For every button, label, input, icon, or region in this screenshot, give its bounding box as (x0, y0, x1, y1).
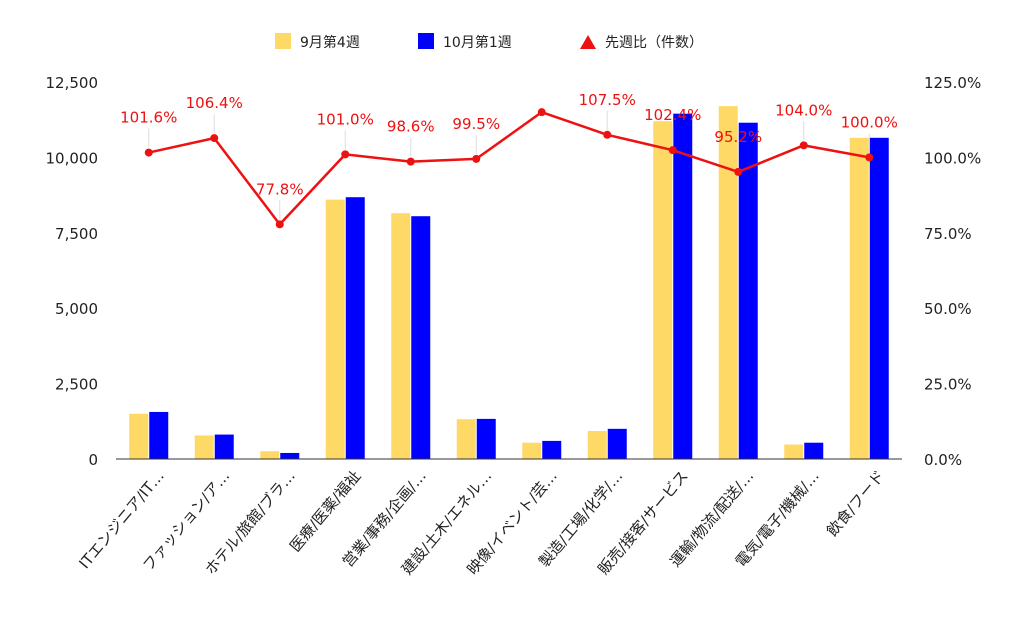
right-tick-label: 0.0% (924, 451, 962, 469)
data-labels: 101.6% 106.4% 77.8% 101.0% 98.6% 99.5% 107.5% 1… (120, 91, 898, 220)
line-point-11 (865, 153, 874, 162)
bar-0-2 (260, 451, 280, 459)
bar-0-3 (325, 199, 345, 459)
right-tick-label: 100.0% (924, 149, 981, 167)
data-label-0: 101.6% (120, 109, 177, 127)
bar-1-2 (280, 452, 300, 459)
bar-0-0 (129, 413, 149, 459)
line-point-1 (210, 134, 219, 143)
bar-1-10 (804, 442, 824, 459)
x-tick-label-11: 飲食/フード (823, 467, 888, 540)
bar-1-6 (542, 440, 562, 459)
line-point-5 (472, 154, 481, 163)
legend-swatch-0 (275, 33, 291, 49)
line-point-6 (537, 108, 546, 117)
line-point-10 (799, 141, 808, 150)
right-tick-label: 25.0% (924, 376, 972, 394)
line-point-8 (668, 146, 677, 155)
data-label-11: 100.0% (841, 113, 898, 131)
bar-0-11 (849, 137, 869, 459)
line-point-3 (341, 150, 350, 159)
right-tick-label: 50.0% (924, 300, 972, 318)
legend-label-2: 先週比（件数） (605, 35, 703, 51)
bar-1-7 (607, 428, 627, 459)
bar-0-5 (456, 419, 476, 459)
right-tick-label: 75.0% (924, 225, 972, 243)
data-label-2: 77.8% (256, 180, 304, 198)
data-label-3: 101.0% (317, 110, 374, 128)
bar-1-11 (869, 137, 889, 459)
legend-label-0: 9月第4週 (300, 34, 360, 51)
left-tick-label: 0 (88, 451, 98, 469)
legend-swatch-1 (418, 33, 434, 49)
line-point-7 (603, 130, 612, 139)
line-series (144, 108, 874, 229)
line-path (148, 110, 870, 226)
bar-1-0 (149, 411, 169, 459)
left-tick-label: 7,500 (55, 225, 98, 243)
line-point-9 (734, 167, 743, 176)
left-tick-label: 10,000 (46, 149, 99, 167)
bar-1-5 (476, 418, 496, 459)
line-point-4 (406, 157, 415, 166)
left-axis: 0 2,500 5,000 7,500 10,000 12,500 (46, 74, 99, 469)
data-label-8: 102.4% (644, 106, 701, 124)
data-label-7: 107.5% (579, 91, 636, 109)
bar-0-7 (587, 430, 607, 459)
bar-1-1 (214, 434, 234, 459)
line-point-2 (275, 220, 284, 229)
line-point-0 (144, 148, 153, 157)
left-tick-label: 2,500 (55, 376, 98, 394)
bar-0-9 (718, 106, 738, 460)
bar-1-4 (411, 216, 431, 459)
bar-1-8 (673, 113, 693, 459)
right-axis: 0.0% 25.0% 50.0% 75.0% 100.0% 125.0% (924, 74, 981, 469)
bar-0-8 (653, 121, 673, 459)
data-label-9: 95.2% (714, 128, 762, 146)
bars (129, 106, 889, 460)
legend-label-1: 10月第1週 (443, 34, 512, 51)
data-label-5: 99.5% (452, 115, 500, 133)
bar-1-9 (738, 122, 758, 459)
left-tick-label: 5,000 (55, 300, 98, 318)
bar-0-1 (194, 435, 214, 459)
data-label-10: 104.0% (775, 101, 832, 119)
data-label-4: 98.6% (387, 118, 435, 136)
bar-0-4 (391, 213, 411, 459)
bar-0-6 (522, 442, 542, 459)
legend: 9月第4週 10月第1週 先週比（件数） (275, 33, 703, 51)
legend-marker-2 (580, 35, 596, 49)
data-label-1: 106.4% (186, 94, 243, 112)
x-axis: ITエンジニア/IT…ファッション/ア…ホテル/旅館/ブラ…医療/医薬/福祉営業… (75, 467, 888, 578)
bar-0-10 (784, 444, 804, 459)
left-tick-label: 12,500 (46, 74, 99, 92)
bar-1-3 (345, 197, 365, 460)
right-tick-label: 125.0% (924, 74, 981, 92)
